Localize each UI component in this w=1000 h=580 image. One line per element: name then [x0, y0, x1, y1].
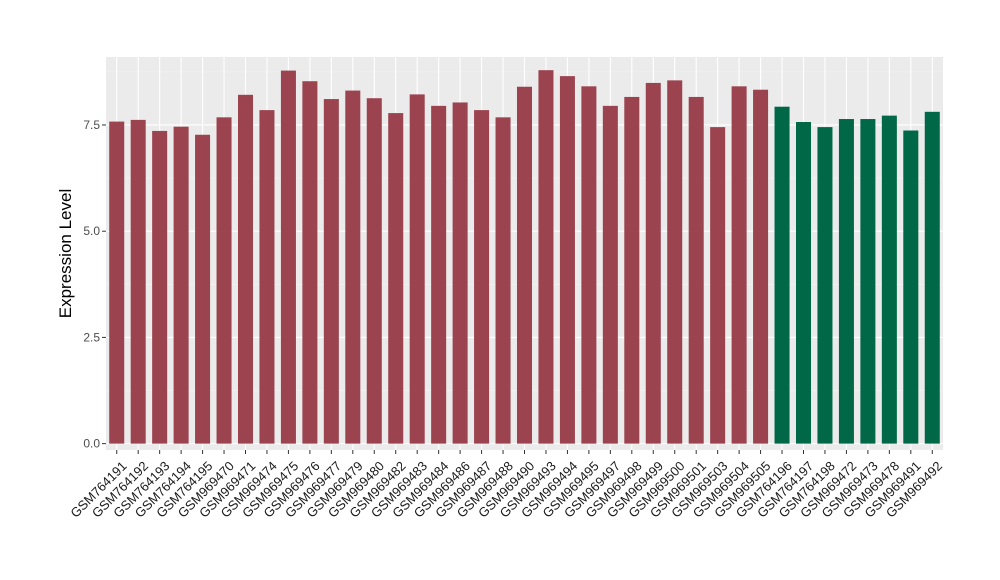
- bar-gsm969488: [495, 117, 511, 444]
- bar-gsm969490: [516, 86, 533, 444]
- bar-gsm969475: [280, 70, 296, 444]
- bar-gsm969504: [731, 86, 747, 444]
- bar-gsm969499: [645, 82, 661, 444]
- y-axis-title: Expression Level: [56, 189, 75, 318]
- bar-gsm969503: [710, 127, 726, 444]
- bar-gsm969472: [838, 119, 854, 444]
- bar-gsm764191: [109, 121, 125, 444]
- bar-gsm969482: [388, 113, 404, 444]
- bars: [109, 70, 940, 444]
- bar-gsm969500: [667, 80, 683, 444]
- bar-gsm764196: [774, 106, 790, 444]
- bar-gsm969473: [860, 119, 876, 444]
- bar-gsm764194: [173, 126, 189, 444]
- y-tick-label: 5.0: [83, 224, 100, 238]
- bar-gsm969484: [431, 105, 447, 444]
- bar-gsm969487: [474, 110, 490, 444]
- bar-gsm969480: [366, 98, 382, 444]
- bar-gsm764195: [195, 134, 211, 444]
- bar-gsm764192: [130, 119, 146, 444]
- bar-gsm969471: [237, 94, 254, 444]
- bar-gsm969497: [602, 105, 618, 444]
- bar-gsm969474: [259, 110, 275, 444]
- y-tick-label: 7.5: [83, 118, 100, 132]
- bar-gsm969493: [538, 70, 554, 444]
- bar-gsm969491: [903, 130, 919, 444]
- bar-gsm969492: [924, 111, 940, 444]
- bar-gsm969505: [753, 89, 769, 444]
- bar-gsm969483: [409, 94, 425, 444]
- bar-gsm969494: [559, 76, 575, 444]
- bar-gsm969476: [302, 81, 318, 444]
- bar-gsm969479: [345, 90, 361, 444]
- y-tick-label: 0.0: [83, 437, 100, 451]
- bar-gsm764198: [817, 127, 833, 444]
- bar-gsm969470: [216, 117, 232, 444]
- bar-gsm764197: [795, 122, 812, 444]
- x-axis: GSM764191GSM764192GSM764193GSM764194GSM7…: [67, 450, 945, 521]
- bar-gsm969477: [323, 99, 339, 444]
- bar-gsm969478: [881, 115, 897, 444]
- bar-gsm969498: [624, 96, 640, 444]
- bar-gsm969495: [581, 86, 597, 444]
- bar-gsm969501: [688, 96, 704, 444]
- y-axis: 0.0 2.5 5.0 7.5: [83, 118, 106, 451]
- y-tick-label: 2.5: [83, 330, 100, 344]
- bar-gsm969486: [452, 102, 468, 444]
- bar-gsm764193: [152, 130, 168, 444]
